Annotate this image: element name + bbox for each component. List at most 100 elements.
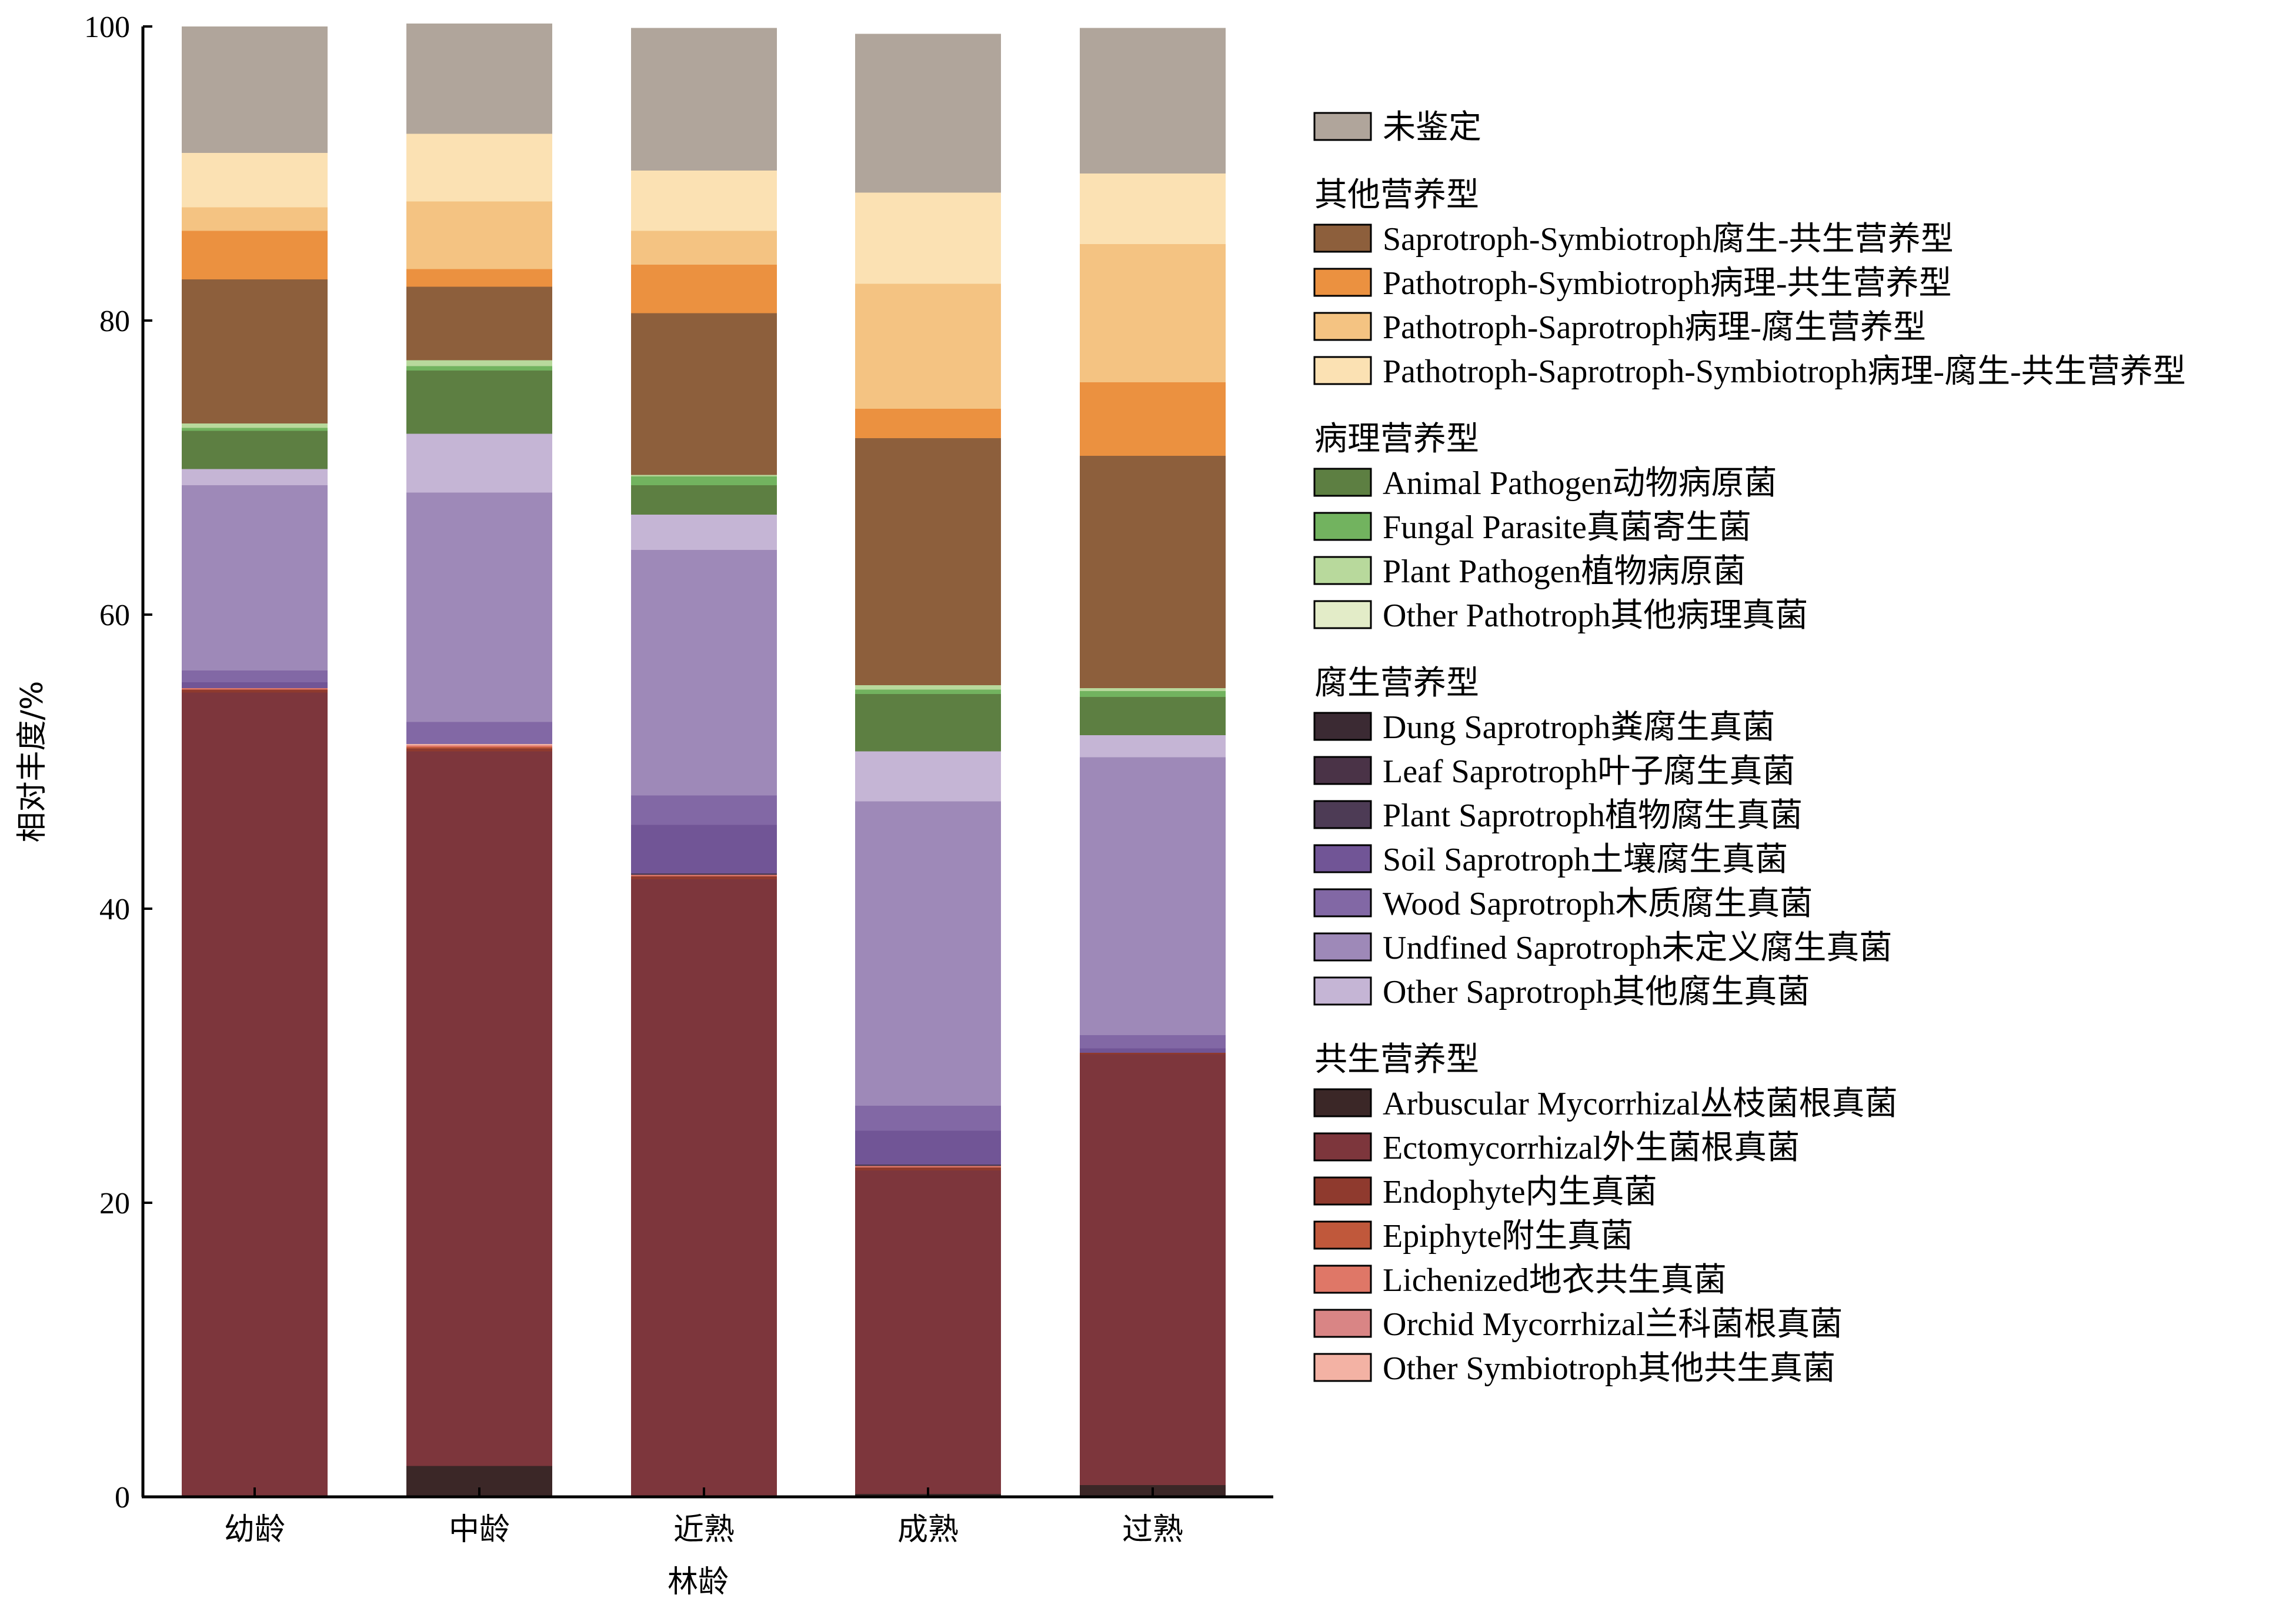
bar-segment <box>182 423 328 428</box>
x-tick-label: 成熟 <box>897 1512 959 1547</box>
bar-segment <box>855 34 1001 193</box>
bar-segment <box>406 492 552 722</box>
bar-segment <box>406 366 552 371</box>
legend-swatch <box>1313 1220 1372 1250</box>
bar-segment <box>406 745 552 747</box>
legend-swatch <box>1313 1309 1372 1338</box>
legend-group-title: 病理营养型 <box>1314 420 1479 458</box>
legend-label: Animal Pathogen动物病原菌 <box>1383 465 1777 502</box>
bar-4 <box>1080 28 1226 1497</box>
bar-segment <box>406 269 552 287</box>
bar-segment <box>631 879 777 1497</box>
bar-segment <box>631 231 777 265</box>
bar-segment <box>631 265 777 313</box>
bar-segment <box>406 360 552 366</box>
legend-swatch <box>1313 223 1372 253</box>
x-ticks-layer: 幼龄 中龄 近熟 成熟 过熟 <box>224 1487 1183 1547</box>
bar-segment <box>855 689 1001 694</box>
legend-label: Fungal Parasite真菌寄生菌 <box>1383 509 1751 546</box>
bar-segment <box>631 475 777 476</box>
bar-segment <box>182 431 328 469</box>
bar-segment <box>182 207 328 231</box>
bar-segment <box>182 469 328 485</box>
bar-segment <box>855 1130 1001 1165</box>
bar-segment <box>406 744 552 746</box>
bar-segment <box>1080 456 1226 688</box>
bar-segment <box>406 24 552 134</box>
bar-segment <box>631 485 777 515</box>
legend-group-title: 共生营养型 <box>1314 1040 1479 1079</box>
x-tick-label: 幼龄 <box>224 1512 285 1547</box>
bar-segment <box>182 26 328 153</box>
legend-swatch <box>1313 756 1372 785</box>
legend-swatch <box>1313 1132 1372 1162</box>
bar-segment <box>631 876 777 879</box>
bar-segment <box>631 825 777 873</box>
bar-segment <box>855 801 1001 1106</box>
bar-segment <box>406 748 552 752</box>
legend-swatch <box>1313 1353 1372 1382</box>
y-tick-label: 80 <box>99 305 130 338</box>
bar-segment <box>631 313 777 475</box>
bar-segment <box>1080 688 1226 691</box>
legend-label: Saprotroph-Symbiotroph腐生-共生营养型 <box>1383 221 1954 258</box>
bar-segment <box>406 286 552 361</box>
bar-3 <box>855 34 1001 1497</box>
legend-label: Leaf Saprotroph叶子腐生真菌 <box>1383 753 1795 790</box>
bar-segment <box>1080 691 1226 697</box>
bar-segment <box>182 692 328 1497</box>
legend-label: Soil Saprotroph土壤腐生真菌 <box>1383 842 1788 878</box>
legend-label: Lichenized地衣共生真菌 <box>1383 1262 1727 1299</box>
legend-label: Dung Saprotroph粪腐生真菌 <box>1383 709 1775 746</box>
legend-swatch <box>1313 512 1372 541</box>
bar-segment <box>631 171 777 231</box>
bar-segment <box>1080 735 1226 758</box>
bar-segment <box>631 476 777 485</box>
bars-layer <box>182 24 1226 1497</box>
legend-label: Orchid Mycorrhizal兰科菌根真菌 <box>1383 1306 1843 1343</box>
legend-label: Other Pathotroph其他病理真菌 <box>1383 598 1808 634</box>
bar-segment <box>182 153 328 208</box>
legend-label: Plant Pathogen植物病原菌 <box>1383 553 1746 590</box>
bar-segment <box>855 1170 1001 1494</box>
legend-swatch <box>1313 112 1372 141</box>
bar-segment <box>855 1165 1001 1166</box>
bar-segment <box>855 1166 1001 1167</box>
y-tick-label: 60 <box>99 599 130 632</box>
bar-segment <box>1080 1035 1226 1049</box>
bar-segment <box>406 751 552 1466</box>
legend-label: Plant Saprotroph植物腐生真菌 <box>1383 798 1803 834</box>
legend-swatch <box>1313 800 1372 829</box>
y-tick-label: 100 <box>84 11 130 44</box>
legend-label: Undfined Saprotroph未定义腐生真菌 <box>1383 930 1892 966</box>
bar-segment <box>1080 697 1226 735</box>
legend-swatch <box>1313 356 1372 385</box>
legend-label: 未鉴定 <box>1383 109 1481 146</box>
bar-segment <box>182 428 328 431</box>
y-tick-label: 20 <box>99 1187 130 1220</box>
bar-segment <box>1080 1053 1226 1055</box>
legend-label: Wood Saprotroph木质腐生真菌 <box>1383 886 1813 922</box>
legend-label: Endophyte内生真菌 <box>1383 1174 1657 1210</box>
bar-segment <box>1080 1054 1226 1485</box>
bar-segment <box>855 1106 1001 1131</box>
legend-swatch <box>1313 268 1372 297</box>
legend-label: Pathotroph-Saprotroph病理-腐生营养型 <box>1383 309 1926 346</box>
bar-segment <box>855 283 1001 409</box>
legend-label: Pathotroph-Symbiotroph病理-共生营养型 <box>1383 265 1952 302</box>
bar-segment <box>182 682 328 688</box>
x-axis-title: 林龄 <box>668 1564 729 1598</box>
bar-segment <box>406 134 552 202</box>
legend-label: Other Saprotroph其他腐生真菌 <box>1383 974 1810 1010</box>
y-tick-label: 40 <box>99 893 130 926</box>
bar-segment <box>631 515 777 550</box>
bar-segment <box>1080 382 1226 456</box>
bar-segment <box>855 694 1001 752</box>
bar-segment <box>406 201 552 269</box>
bar-segment <box>182 670 328 682</box>
bar-0 <box>182 26 328 1497</box>
bar-1 <box>406 24 552 1497</box>
bar-segment <box>855 192 1001 284</box>
bar-segment <box>631 795 777 825</box>
